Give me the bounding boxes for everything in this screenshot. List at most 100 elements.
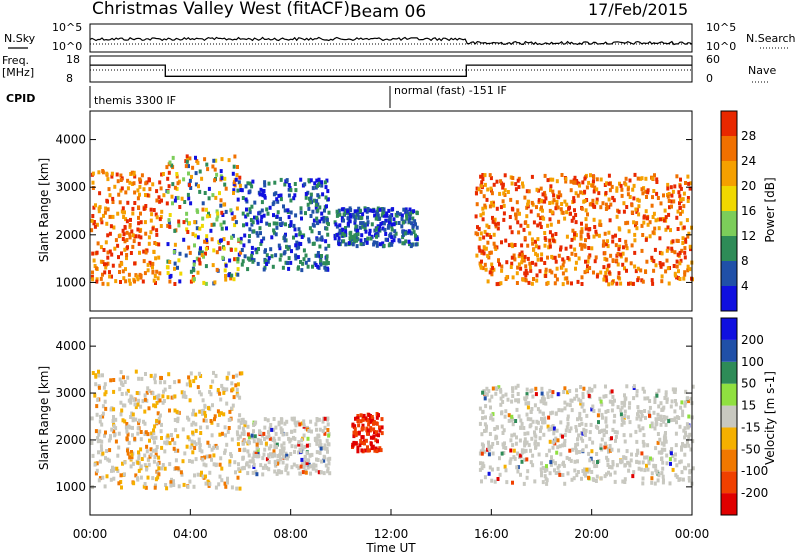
power-cell — [184, 164, 188, 169]
power-cell — [278, 222, 282, 227]
velocity-cell — [616, 405, 620, 410]
velocity-cell — [98, 429, 102, 434]
power-cell — [236, 197, 240, 202]
velocity-cell — [681, 413, 685, 418]
power-cell — [495, 282, 499, 287]
power-cell — [678, 206, 682, 210]
velocity-colorbar-tick: -50 — [741, 442, 761, 456]
power-cell — [480, 180, 484, 185]
power-cell — [548, 208, 552, 213]
power-cell — [671, 189, 675, 194]
velocity-cell — [315, 457, 318, 462]
velocity-cell — [376, 439, 379, 444]
power-cell — [335, 224, 339, 229]
velocity-cell — [590, 407, 594, 412]
velocity-cell — [189, 383, 192, 388]
power-cell — [642, 186, 646, 191]
velocity-cell — [654, 446, 658, 451]
power-cell — [346, 221, 350, 226]
velocity-cell — [217, 482, 221, 487]
power-cell — [475, 253, 479, 258]
power-cell — [128, 235, 132, 240]
velocity-cell — [143, 393, 147, 398]
velocity-cell — [152, 431, 156, 436]
power-cell — [668, 205, 671, 210]
velocity-cell — [143, 397, 147, 402]
power-cell — [651, 195, 654, 200]
power-cell — [196, 270, 200, 275]
velocity-cell — [290, 416, 294, 421]
power-cell — [586, 212, 589, 217]
velocity-cell — [274, 431, 278, 436]
power-cell — [194, 233, 197, 238]
velocity-cell — [487, 444, 491, 449]
power-cell — [646, 216, 649, 221]
velocity-cell — [516, 465, 520, 470]
power-cell — [681, 197, 685, 202]
velocity-cell — [574, 448, 578, 453]
velocity-cell — [559, 420, 563, 425]
time-axis-ticks: 00:00 04:00 08:00 12:00 16:00 20:00 00:00 — [73, 509, 709, 541]
power-cell — [652, 189, 656, 193]
velocity-cell — [553, 468, 556, 473]
power-cell — [294, 213, 298, 218]
power-cell — [314, 202, 318, 207]
power-cell — [157, 195, 161, 200]
power-cell — [232, 191, 235, 195]
velocity-cell — [660, 471, 664, 476]
power-cell — [117, 255, 120, 260]
power-cell — [624, 182, 628, 187]
velocity-cell — [97, 373, 101, 378]
velocity-cell — [551, 440, 555, 445]
power-cell — [251, 179, 255, 184]
velocity-cell — [572, 476, 576, 481]
velocity-cell — [297, 466, 301, 471]
power-cell — [166, 189, 170, 194]
power-cell — [123, 225, 127, 229]
velocity-cell — [267, 446, 271, 451]
velocity-cell — [101, 475, 105, 480]
power-cell — [322, 219, 326, 224]
velocity-cell — [685, 422, 689, 427]
power-cell — [392, 222, 396, 227]
velocity-cell — [575, 428, 578, 433]
velocity-cell — [226, 480, 229, 485]
power-cell — [650, 203, 654, 208]
power-cell — [642, 214, 646, 219]
velocity-cell — [646, 443, 650, 448]
power-cell — [155, 269, 159, 274]
velocity-cell — [533, 432, 537, 437]
velocity-cell — [556, 438, 560, 443]
power-cell — [630, 243, 634, 248]
power-cell — [615, 188, 619, 193]
velocity-cell — [500, 424, 504, 429]
velocity-cell — [561, 443, 564, 448]
power-cell — [595, 177, 599, 182]
velocity-cell — [623, 480, 627, 484]
power-cell — [187, 245, 191, 250]
velocity-cell — [602, 394, 606, 399]
power-cell — [387, 208, 391, 213]
power-cell — [120, 251, 123, 256]
power-cell — [535, 278, 539, 283]
power-cell — [552, 198, 556, 203]
velocity-cell — [514, 441, 518, 446]
power-cell — [113, 184, 117, 189]
velocity-cell — [546, 395, 550, 399]
power-cell — [259, 219, 263, 224]
power-cell — [174, 196, 178, 201]
power-cell — [175, 172, 179, 176]
power-cell — [660, 274, 664, 279]
power-cell — [258, 192, 262, 197]
velocity-cell — [157, 416, 161, 421]
power-cell — [620, 187, 624, 192]
power-cell — [640, 223, 644, 228]
velocity-cell — [636, 450, 640, 455]
power-cell — [414, 222, 417, 227]
velocity-cell — [160, 436, 163, 440]
power-cell — [236, 257, 240, 262]
power-cell — [205, 214, 209, 219]
power-cell — [311, 241, 315, 246]
velocity-cell — [230, 485, 234, 490]
power-cell — [315, 199, 319, 204]
